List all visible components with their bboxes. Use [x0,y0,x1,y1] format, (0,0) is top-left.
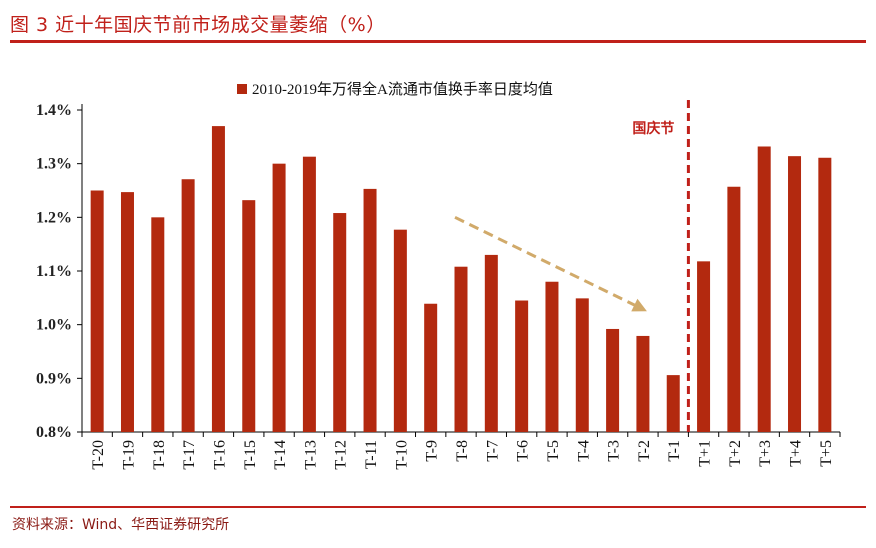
x-tick-label: T-5 [545,440,562,462]
bar-t-8 [454,266,468,432]
x-tick-label: T-9 [424,440,441,462]
x-tick-label: T-2 [636,440,653,462]
x-tick-label: T+4 [788,440,805,467]
bar-t-9 [424,303,438,432]
x-tick-label: T-20 [90,440,107,470]
figure-title: 图 3 近十年国庆节前市场成交量萎缩（%） [10,14,386,36]
bar-t-10 [393,229,407,432]
bar-t-3 [606,328,620,432]
x-tick-label: T+5 [818,440,835,467]
x-tick-label: T-1 [666,440,683,462]
bar-t-20 [90,190,104,432]
bar-t-11 [363,188,377,432]
x-tick-label: T-18 [151,440,168,470]
x-tick-label: T-3 [606,440,623,462]
x-tick-label: T+2 [727,440,744,467]
bar-t-4 [575,298,589,432]
x-tick-label: T+3 [757,440,774,467]
x-tick-label: T-13 [302,440,319,470]
x-tick-label: T+1 [697,440,714,467]
source-note: 资料来源：Wind、华西证券研究所 [12,517,230,533]
x-tick-label: T-6 [515,440,532,462]
x-tick-label: T-12 [333,440,350,470]
x-tick-label: T-11 [363,440,380,469]
bar-t-1 [666,375,680,432]
y-tick-label: 1.3% [36,156,72,173]
x-tick-label: T-8 [454,440,471,462]
bar-t-13 [302,156,316,432]
bar-t-19 [120,192,134,432]
legend-label: 2010-2019年万得全A流通市值换手率日度均值 [252,80,553,98]
title-divider [10,40,866,43]
bar-t-7 [484,254,498,432]
bar-t-18 [151,217,165,432]
x-tick-label: T-15 [242,440,259,470]
x-tick-label: T-19 [120,440,137,470]
footer-divider [10,506,866,508]
bar-t-16 [211,126,225,432]
bar-t-17 [181,179,195,432]
holiday-label: 国庆节 [632,120,674,137]
bar-t-15 [242,200,256,432]
y-tick-label: 1.4% [36,102,72,119]
x-tick-label: T-7 [484,440,501,462]
bar-t-2 [636,335,650,432]
bar-t+3 [757,146,771,432]
x-tick-label: T-16 [211,440,228,470]
bar-t-5 [545,281,559,432]
y-tick-label: 0.9% [36,370,72,387]
trend-arrow-line [454,215,638,308]
bar-t-14 [272,163,286,432]
legend-swatch [237,84,247,94]
figure-title-bar: 图 3 近十年国庆节前市场成交量萎缩（%） [10,8,866,43]
bar-t+1 [697,261,711,432]
trend-arrow-head [631,298,647,312]
bar-t-6 [515,300,529,432]
x-tick-label: T-17 [181,440,198,470]
bar-t+2 [727,186,741,432]
x-tick-label: T-4 [575,440,592,462]
bar-t-12 [333,213,347,432]
bar-t+5 [818,157,832,432]
y-tick-label: 1.2% [36,209,72,226]
y-tick-label: 0.8% [36,424,72,441]
x-tick-label: T-10 [393,440,410,470]
y-tick-label: 1.0% [36,317,72,334]
x-tick-label: T-14 [272,440,289,470]
y-tick-label: 1.1% [36,263,72,280]
bar-t+4 [788,156,802,433]
